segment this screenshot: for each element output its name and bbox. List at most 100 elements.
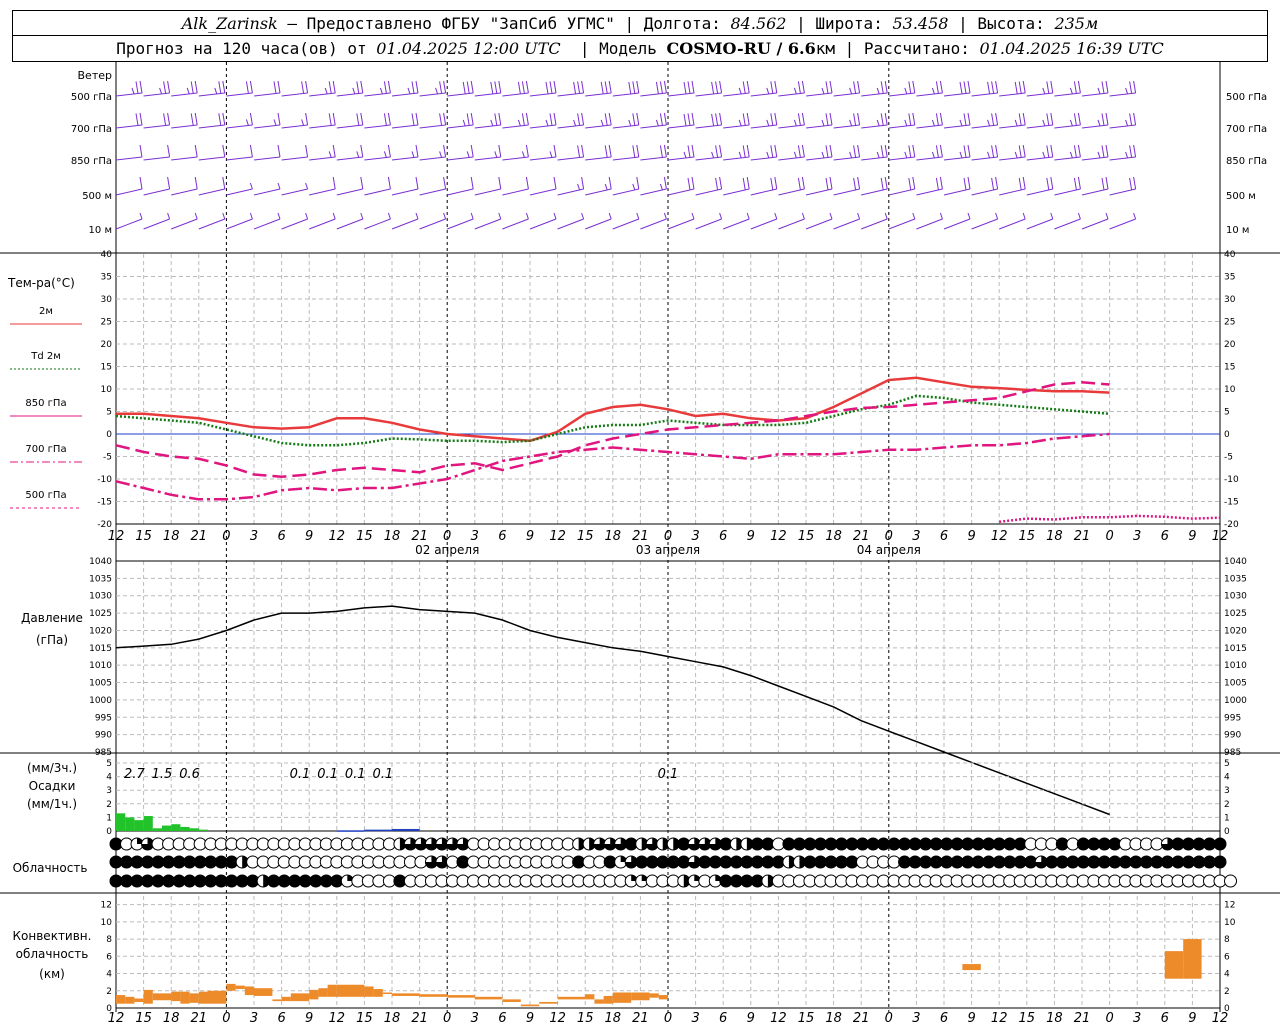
wind-barb-feather — [521, 151, 525, 158]
wind-barb-staff — [419, 92, 446, 97]
wind-barb-staff — [1081, 188, 1109, 196]
wind-barb-feather — [332, 80, 336, 94]
wind-barb — [999, 212, 1026, 230]
cloud-symbol — [940, 855, 954, 869]
wind-barb-staff — [253, 188, 281, 196]
cloud-symbol-fill — [1171, 856, 1184, 868]
wind-barb-feather — [987, 81, 991, 95]
cloud-symbol — [940, 837, 954, 851]
wind-barb — [226, 80, 253, 97]
wind-barb — [805, 176, 833, 196]
cloud-symbol — [729, 837, 743, 851]
wind-barb-feather — [628, 119, 632, 127]
wind-barb — [1054, 176, 1081, 196]
bottom-hour-label: 21 — [411, 1011, 428, 1024]
wind-barb-feather — [1077, 144, 1081, 158]
cloud-symbol-fill — [1003, 838, 1016, 850]
cloud-symbol — [1192, 837, 1206, 851]
wind-barb-feather — [131, 87, 135, 95]
precip-bar — [180, 826, 190, 831]
temp-hour-label: 18 — [605, 529, 622, 544]
cloud-symbol-fill — [719, 856, 732, 868]
wind-barb — [750, 176, 778, 196]
cloud-symbol — [424, 837, 438, 851]
wind-barb — [833, 144, 861, 161]
wind-barb-feather — [746, 80, 750, 94]
wind-barb-feather — [1077, 112, 1081, 126]
wind-barb-feather — [577, 145, 581, 158]
conv-ytick-left: 6 — [106, 952, 112, 962]
cloud-symbol — [277, 874, 291, 888]
wind-barb-feather — [876, 151, 880, 159]
wind-barb — [143, 112, 171, 129]
wind-barb — [778, 176, 805, 196]
cloud-symbol — [982, 837, 996, 851]
conv-bar — [373, 989, 383, 997]
wind-barb-staff — [943, 218, 971, 230]
wind-barb-staff — [1109, 218, 1136, 230]
wind-barb-feather — [249, 144, 253, 158]
precip-title: Осадки — [29, 779, 76, 793]
wind-barb-staff — [861, 156, 888, 161]
wind-barb-feather — [1014, 81, 1018, 95]
cloud-symbol — [750, 837, 764, 851]
wind-barb-feather — [880, 113, 884, 126]
wind-barb-feather — [581, 144, 585, 158]
wind-barb-feather — [967, 176, 971, 190]
wind-barb-staff — [971, 218, 998, 230]
cloud-symbol-fill — [246, 875, 259, 887]
wind-barb-staff — [805, 188, 833, 196]
wind-barb-staff — [750, 92, 777, 97]
wind-barb-feather — [553, 212, 557, 220]
conv-bar — [520, 1004, 540, 1007]
conv-bar — [419, 994, 448, 997]
wind-barb — [1026, 144, 1054, 161]
cloud-symbol — [1066, 855, 1080, 869]
precip-ytick-right: 4 — [1224, 773, 1230, 783]
wind-barb-staff — [198, 92, 225, 97]
wind-barb-staff — [502, 92, 529, 97]
bottom-hour-label: 3 — [912, 1011, 920, 1024]
wind-barb-feather — [738, 87, 742, 95]
wind-barb — [336, 212, 364, 230]
wind-barb-staff — [253, 92, 281, 97]
wind-barb-staff — [667, 124, 695, 129]
cloud-symbol-fill — [1108, 856, 1121, 868]
wind-barb-staff — [585, 92, 612, 97]
temp-hour-label: 0 — [222, 529, 230, 544]
wind-barb-staff — [943, 92, 971, 97]
wind-barb — [419, 176, 447, 196]
temp-ytick-right: 25 — [1224, 318, 1235, 328]
wind-barb-feather — [715, 81, 719, 94]
cloud-symbol — [1181, 855, 1195, 869]
cloud-symbol-fill — [940, 838, 953, 850]
wind-barb-feather — [1129, 177, 1133, 191]
altitude-label: | Высота: — [958, 13, 1045, 33]
wind-barb-staff — [695, 156, 722, 161]
cloud-symbol-fill — [456, 856, 469, 868]
cloud-symbol-fill — [141, 838, 154, 850]
wind-barb — [474, 80, 502, 97]
wind-barb-feather — [1101, 113, 1105, 126]
cloud-symbol-fill — [1087, 838, 1100, 850]
bottom-hour-label: 18 — [1046, 1011, 1063, 1024]
bottom-hour-label: 15 — [356, 1011, 373, 1024]
wind-barb-staff — [943, 156, 971, 161]
wind-barb-staff — [502, 156, 529, 161]
wind-barb — [253, 212, 281, 230]
conv-ytick-right: 0 — [1224, 1004, 1230, 1014]
wind-barb-staff — [585, 188, 612, 196]
wind-barb-feather — [1097, 87, 1101, 95]
wind-barb-feather — [498, 144, 502, 158]
wind-barb — [253, 80, 281, 97]
wind-barb-staff — [612, 156, 639, 161]
cloud-symbol-fill — [625, 838, 638, 850]
temp-hour-label: 0 — [443, 529, 451, 544]
wind-barb-feather — [691, 176, 695, 190]
wind-barb-feather — [167, 212, 171, 220]
wind-barb-feather — [746, 176, 750, 190]
wind-barb — [115, 144, 143, 161]
wind-barb-feather — [935, 145, 939, 158]
wind-barb — [861, 176, 888, 196]
wind-barb-feather — [249, 212, 253, 220]
